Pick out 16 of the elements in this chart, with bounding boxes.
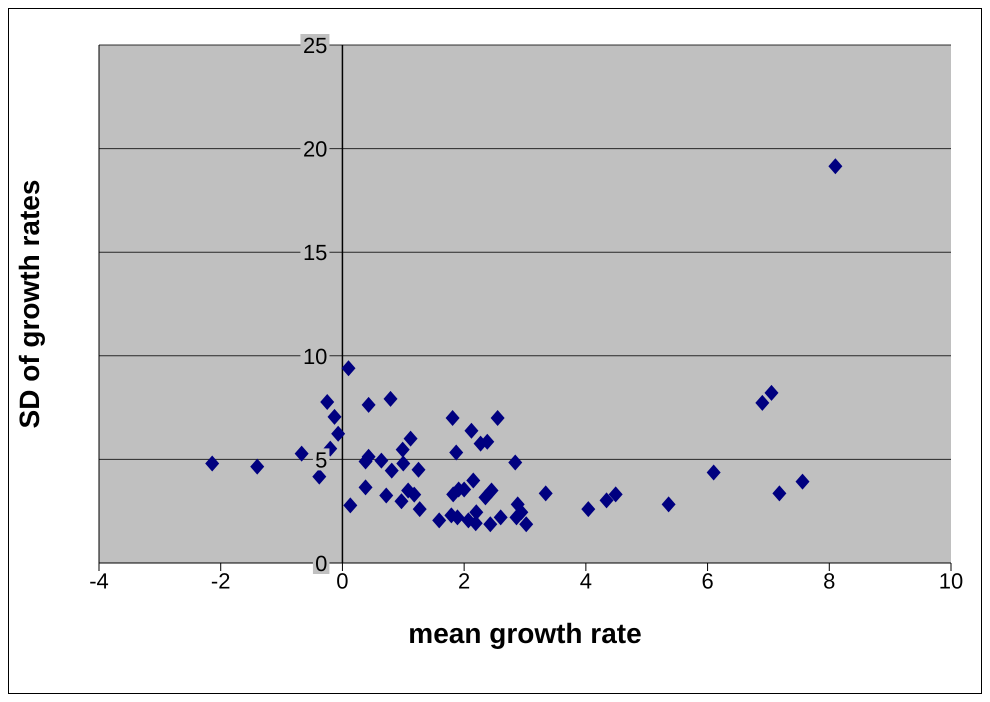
x-tick-label: -4 xyxy=(89,568,109,594)
y-tick-label: 15 xyxy=(302,240,328,266)
y-tick-label: 10 xyxy=(302,344,328,369)
x-tick-label: 6 xyxy=(701,568,714,594)
y-tick-label: 0 xyxy=(315,551,328,576)
x-tick-label: 10 xyxy=(938,568,964,594)
y-tick-label: 25 xyxy=(302,33,328,58)
x-tick-label: 2 xyxy=(458,568,470,594)
x-tick-label: 8 xyxy=(823,568,836,594)
x-tick-label: -2 xyxy=(210,568,230,594)
x-tick-label: 4 xyxy=(580,568,592,594)
x-axis-title: mean growth rate xyxy=(408,618,642,649)
y-tick-label: 20 xyxy=(302,136,328,162)
y-axis-title: SD of growth rates xyxy=(14,180,45,428)
x-tick-label: 0 xyxy=(336,568,349,594)
y-tick-label: 5 xyxy=(315,447,328,472)
